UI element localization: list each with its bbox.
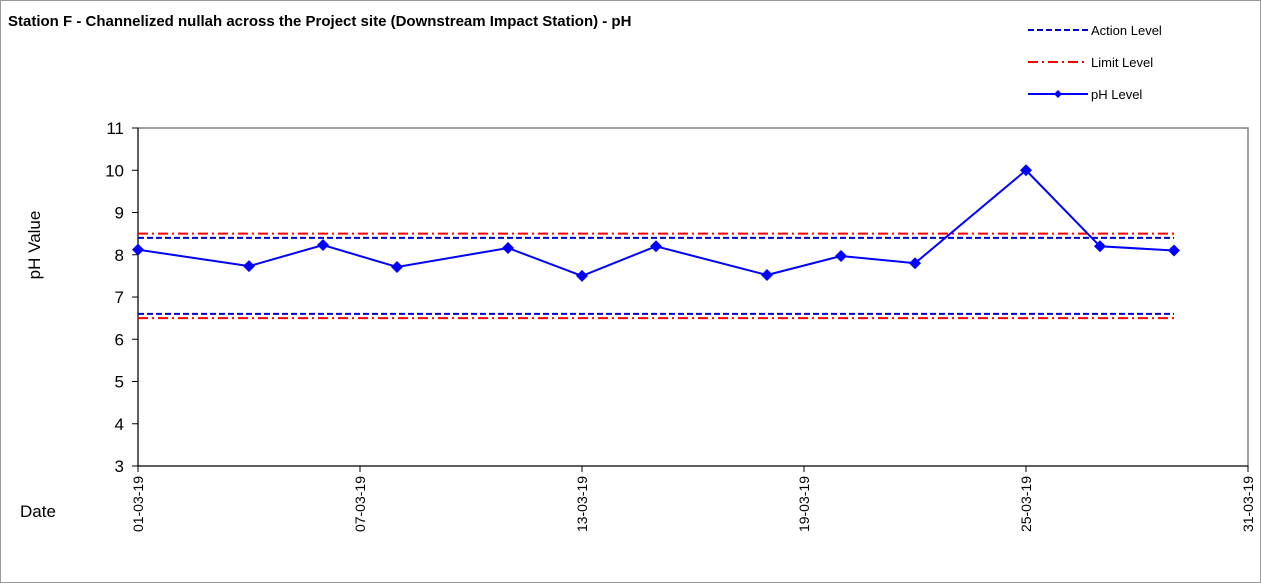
x-tick-label: 31-03-19	[1240, 476, 1256, 532]
y-tick-label: 7	[115, 288, 124, 307]
chart-title: Station F - Channelized nullah across th…	[8, 13, 631, 30]
x-tick-label: 07-03-19	[352, 476, 368, 532]
data-point	[1094, 240, 1106, 253]
x-axis-label: Date	[20, 502, 56, 521]
data-point	[650, 240, 662, 253]
data-point	[761, 269, 773, 282]
data-point	[576, 269, 588, 282]
data-point	[1168, 244, 1180, 257]
data-point	[909, 257, 921, 270]
data-point	[502, 241, 514, 254]
data-point	[835, 250, 847, 263]
x-tick-label: 01-03-19	[130, 476, 146, 532]
data-point	[1020, 164, 1032, 177]
data-point	[243, 260, 255, 273]
legend-label: pH Level	[1091, 87, 1142, 102]
y-tick-label: 4	[115, 415, 124, 434]
data-point	[391, 261, 403, 274]
y-tick-label: 10	[105, 161, 124, 180]
legend-label: Limit Level	[1091, 55, 1153, 70]
x-tick-label: 13-03-19	[574, 476, 590, 532]
legend-label: Action Level	[1091, 23, 1162, 38]
x-tick-label: 19-03-19	[796, 476, 812, 532]
y-tick-label: 6	[115, 330, 124, 349]
x-tick-label: 25-03-19	[1018, 476, 1034, 532]
legend-marker	[1054, 90, 1062, 98]
y-tick-label: 3	[115, 457, 124, 476]
y-tick-label: 5	[115, 373, 124, 392]
y-axis-label: pH Value	[25, 211, 44, 280]
data-point	[317, 239, 329, 252]
data-point	[132, 243, 144, 256]
y-tick-label: 9	[115, 204, 124, 223]
y-tick-label: 8	[115, 246, 124, 265]
y-tick-label: 11	[106, 119, 124, 138]
